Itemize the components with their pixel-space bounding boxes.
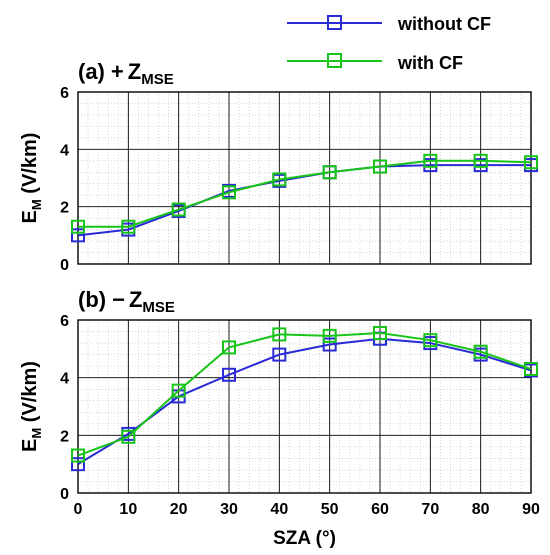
y-tick-label: 2 xyxy=(60,200,69,217)
panel-a: 0 2 4 6 EM (V/km) (a) + ZMSE xyxy=(19,59,538,274)
panel-label: (b) xyxy=(78,287,106,312)
panel-title: (b) − ZMSE xyxy=(78,287,175,316)
series-without-cf xyxy=(71,158,538,243)
panel-symbol: Z xyxy=(128,59,141,84)
data-point xyxy=(121,219,136,234)
data-point xyxy=(121,429,136,444)
x-tick-label: 20 xyxy=(170,501,188,518)
panel-sign: − xyxy=(112,287,125,312)
y-axis-label-subscript: M xyxy=(29,428,44,439)
data-point xyxy=(272,347,287,362)
data-point xyxy=(322,328,337,343)
legend-marker-with-cf xyxy=(327,53,342,68)
data-point xyxy=(423,153,438,168)
y-axis-label: EM (V/km) xyxy=(19,361,44,452)
data-point xyxy=(71,448,85,463)
legend-marker-without-cf xyxy=(327,15,342,30)
data-point xyxy=(322,337,337,352)
panel-label: (a) xyxy=(78,59,105,84)
plot-frame xyxy=(77,319,532,494)
series-line xyxy=(77,331,532,457)
panel-title: (a) + ZMSE xyxy=(78,59,174,88)
y-tick-label: 0 xyxy=(60,486,69,503)
plot-frame xyxy=(77,91,532,265)
data-point xyxy=(71,457,85,472)
data-point xyxy=(171,202,186,217)
data-point xyxy=(272,172,287,187)
data-point xyxy=(373,325,387,340)
x-tick-label: 10 xyxy=(119,501,137,518)
data-point xyxy=(71,219,85,234)
x-tick-label: 30 xyxy=(220,501,238,518)
series-without-cf xyxy=(71,331,538,472)
panel-subscript: MSE xyxy=(141,71,174,88)
y-axis-label-subscript: M xyxy=(29,199,44,210)
x-tick-label: 50 xyxy=(321,501,339,518)
y-tick-label: 4 xyxy=(60,142,69,159)
panel-sign: + xyxy=(111,59,124,84)
y-tick-label: 2 xyxy=(60,428,69,445)
x-tick-label: 40 xyxy=(270,501,288,518)
data-point xyxy=(222,340,236,355)
y-axis-label-main: E xyxy=(19,210,41,223)
y-tick-label: 6 xyxy=(60,85,69,102)
x-tick-label: 80 xyxy=(472,501,490,518)
data-point xyxy=(423,333,438,348)
series-line xyxy=(78,159,532,228)
y-tick-label: 4 xyxy=(60,371,69,388)
y-axis-label: EM (V/km) xyxy=(19,133,44,224)
data-point xyxy=(71,228,85,243)
x-tick-label: 0 xyxy=(74,501,83,518)
data-point xyxy=(272,327,287,342)
data-point xyxy=(171,383,186,398)
data-point xyxy=(473,153,488,168)
data-point xyxy=(322,165,337,180)
legend-label-without-cf: without CF xyxy=(397,14,491,34)
y-axis-label-unit: (V/km) xyxy=(19,133,41,200)
panel-symbol: Z xyxy=(129,287,142,312)
data-point xyxy=(524,362,538,377)
series-line xyxy=(77,337,532,466)
legend-entry-with-cf: with CF xyxy=(287,53,463,73)
x-tick-label: 70 xyxy=(421,501,439,518)
data-point xyxy=(222,367,236,382)
panel-subscript: MSE xyxy=(142,299,175,316)
legend-label-with-cf: with CF xyxy=(397,53,463,73)
y-tick-label: 0 xyxy=(60,257,69,274)
legend: without CF with CF xyxy=(287,14,491,73)
data-point xyxy=(473,344,488,359)
legend-entry-without-cf: without CF xyxy=(287,14,491,34)
series-with-cf xyxy=(71,325,538,463)
data-point xyxy=(524,155,538,170)
x-tick-label: 90 xyxy=(522,501,540,518)
series-with-cf xyxy=(71,153,538,234)
y-axis-label-unit: (V/km) xyxy=(19,361,41,428)
y-axis-label-main: E xyxy=(19,439,41,452)
x-tick-label: 60 xyxy=(371,501,389,518)
x-axis-label: SZA (°) xyxy=(273,528,336,549)
y-tick-label: 6 xyxy=(60,313,69,330)
data-point xyxy=(222,185,236,200)
data-point xyxy=(373,159,387,174)
